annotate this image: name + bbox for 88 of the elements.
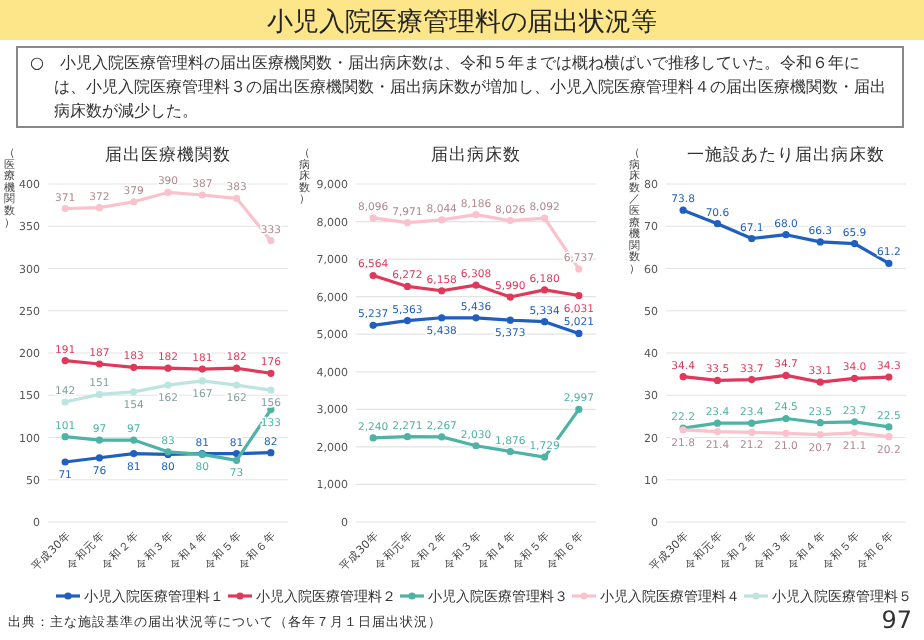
- point: [267, 369, 275, 377]
- point: [575, 291, 583, 300]
- point: [164, 364, 172, 372]
- point: [232, 364, 241, 372]
- point: [438, 287, 446, 295]
- point: [403, 316, 412, 325]
- point: [885, 373, 893, 381]
- point: [403, 282, 412, 291]
- point: [95, 360, 104, 368]
- point: [369, 214, 377, 222]
- point: [164, 381, 172, 389]
- point: [679, 206, 687, 214]
- point: [61, 458, 69, 466]
- point: [61, 398, 69, 406]
- point: [369, 271, 377, 280]
- point: [782, 429, 790, 437]
- point: [748, 376, 756, 384]
- text: 97: [881, 606, 912, 634]
- point: [232, 449, 241, 458]
- point: [130, 436, 138, 444]
- point: [885, 423, 893, 431]
- point: [130, 363, 138, 371]
- point: [850, 429, 859, 437]
- point: [748, 234, 756, 243]
- point: [575, 405, 583, 414]
- point: [748, 419, 756, 427]
- point: [782, 231, 790, 239]
- point: [130, 449, 138, 458]
- point: [816, 378, 824, 386]
- point: [369, 434, 377, 442]
- point: [506, 293, 514, 301]
- point: [679, 373, 687, 381]
- point: [472, 314, 480, 322]
- point: [816, 430, 824, 439]
- point: [885, 259, 893, 268]
- point: [369, 321, 377, 329]
- point: [816, 238, 824, 246]
- point: [748, 428, 756, 437]
- point: [198, 365, 206, 373]
- text: ○ 小児入院医療管理料の届出医療機関数・届出病床数は、令和５年までは概ね横ばいで推移していた。令和６年には、小児入院医療管理料３の届出医療機関数・届出病床数が増加し、小児入院医療管理料４の届出医療機関数・届出病床数が減少した。: [16, 46, 904, 128]
- point: [713, 220, 722, 228]
- point: [713, 419, 722, 427]
- point: [575, 265, 583, 273]
- point: [130, 388, 138, 396]
- point: [267, 386, 275, 394]
- point: [95, 390, 104, 398]
- point: [540, 286, 549, 294]
- point: [885, 433, 893, 441]
- point: [438, 433, 446, 441]
- point: [130, 198, 138, 206]
- point: [61, 433, 69, 441]
- point: [540, 453, 549, 461]
- point: [61, 204, 69, 213]
- point: [95, 436, 104, 444]
- point: [506, 316, 514, 324]
- point: [540, 318, 549, 326]
- point: [403, 433, 412, 441]
- point: [816, 419, 824, 427]
- point: [232, 381, 241, 389]
- point: [850, 418, 859, 426]
- point: [540, 214, 549, 222]
- point: [782, 414, 790, 423]
- text: 小児入院医療管理料の届出状況等: [267, 8, 657, 38]
- point: [403, 219, 412, 227]
- point: [232, 456, 241, 464]
- point: [438, 314, 446, 322]
- point: [95, 204, 104, 212]
- point: [438, 216, 446, 224]
- point: [164, 188, 172, 197]
- point: [267, 449, 275, 457]
- point: [713, 376, 722, 385]
- chart-title: 一施設あたり届出病床数: [687, 144, 885, 166]
- chart-title: 届出医療機関数: [105, 144, 231, 166]
- point: [61, 357, 69, 365]
- point: [198, 191, 206, 199]
- point: [472, 281, 480, 289]
- point: [575, 329, 583, 338]
- point: [198, 377, 206, 385]
- chart-title: 届出病床数: [431, 144, 521, 166]
- point: [782, 371, 790, 379]
- point: [850, 239, 859, 248]
- point: [232, 194, 241, 202]
- point: [267, 237, 275, 245]
- point: [713, 427, 722, 436]
- point: [506, 447, 514, 456]
- point: [95, 454, 104, 462]
- point: [850, 374, 859, 382]
- point: [472, 442, 480, 450]
